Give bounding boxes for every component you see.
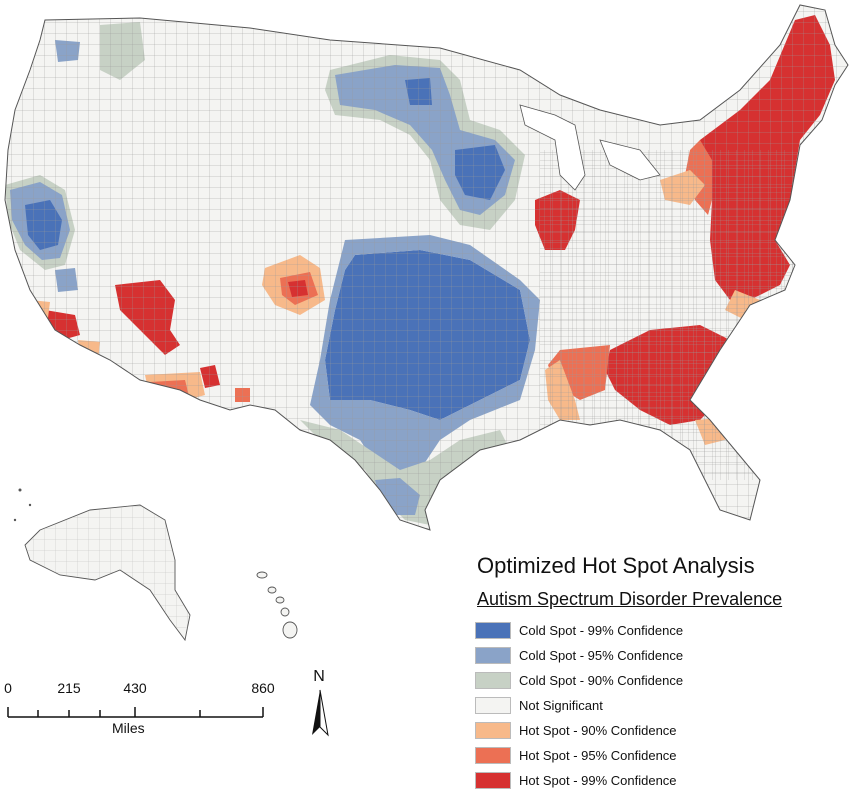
legend-label: Not Significant bbox=[519, 698, 603, 713]
legend-label: Hot Spot - 90% Confidence bbox=[519, 723, 677, 738]
legend-swatch bbox=[475, 647, 511, 664]
legend-swatch bbox=[475, 772, 511, 789]
scale-units: Miles bbox=[112, 720, 145, 736]
great-lakes bbox=[519, 104, 661, 191]
legend-swatch bbox=[475, 622, 511, 639]
legend-item: Cold Spot - 99% Confidence bbox=[475, 618, 835, 643]
scale-bar: 0 215 430 860 Miles bbox=[0, 680, 290, 740]
scale-tick-label: 860 bbox=[251, 680, 275, 696]
north-label: N bbox=[313, 668, 325, 685]
north-indicator: N bbox=[302, 668, 336, 738]
legend-item: Hot Spot - 99% Confidence bbox=[475, 768, 835, 793]
legend-label: Cold Spot - 99% Confidence bbox=[519, 623, 684, 638]
contiguous-us bbox=[4, 4, 849, 531]
legend-swatch bbox=[475, 747, 511, 764]
legend-items: Cold Spot - 99% Confidence Cold Spot - 95… bbox=[475, 618, 835, 793]
legend: Optimized Hot Spot Analysis Autism Spect… bbox=[475, 553, 835, 793]
legend-item: Not Significant bbox=[475, 693, 835, 718]
hawaii bbox=[256, 571, 298, 639]
legend-item: Cold Spot - 95% Confidence bbox=[475, 643, 835, 668]
alaska bbox=[13, 488, 191, 642]
legend-item: Cold Spot - 90% Confidence bbox=[475, 668, 835, 693]
legend-swatch bbox=[475, 697, 511, 714]
legend-title: Optimized Hot Spot Analysis bbox=[477, 553, 755, 578]
scale-tick-label: 430 bbox=[123, 680, 147, 696]
legend-subtitle: Autism Spectrum Disorder Prevalence bbox=[477, 589, 783, 609]
legend-label: Cold Spot - 90% Confidence bbox=[519, 673, 684, 688]
legend-item: Hot Spot - 95% Confidence bbox=[475, 743, 835, 768]
scale-bar-graphic bbox=[7, 707, 264, 718]
legend-label: Cold Spot - 95% Confidence bbox=[519, 648, 684, 663]
legend-label: Hot Spot - 95% Confidence bbox=[519, 748, 677, 763]
legend-swatch bbox=[475, 722, 511, 739]
scale-tick-label: 215 bbox=[57, 680, 81, 696]
legend-label: Hot Spot - 99% Confidence bbox=[519, 773, 677, 788]
legend-item: Hot Spot - 90% Confidence bbox=[475, 718, 835, 743]
north-arrow-icon bbox=[312, 689, 329, 737]
scale-tick-label: 0 bbox=[4, 680, 12, 696]
legend-swatch bbox=[475, 672, 511, 689]
